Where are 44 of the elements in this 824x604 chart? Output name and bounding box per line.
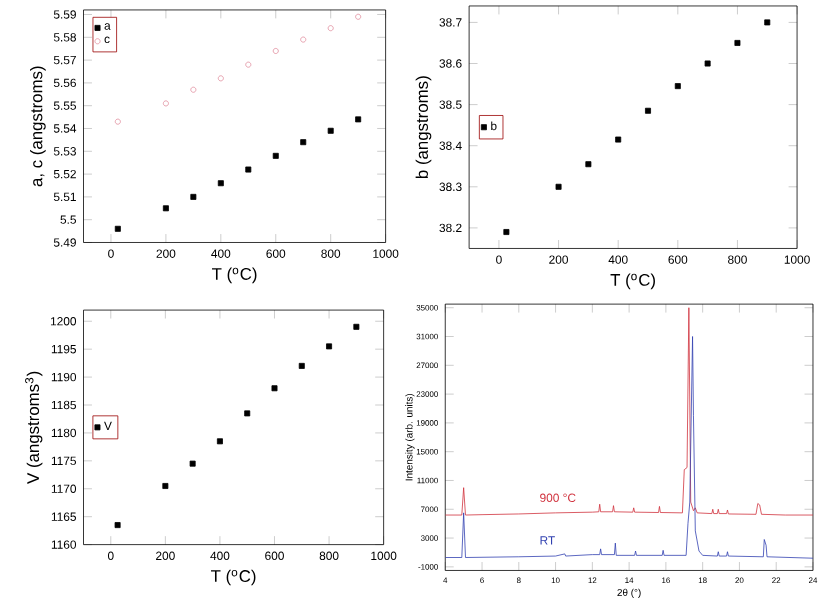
point — [162, 205, 169, 211]
point — [245, 166, 252, 173]
point — [217, 75, 224, 82]
point — [271, 385, 278, 391]
point — [555, 183, 562, 190]
point — [645, 107, 651, 114]
x-axis-title: T ($^{o}$C) — [212, 267, 257, 283]
line-series — [445, 307, 813, 516]
point — [326, 343, 333, 350]
x-axis-title: T ($^{o}$C) — [610, 273, 655, 289]
x-axis-title: T ($^{o}$C) — [211, 569, 256, 586]
line-series — [445, 335, 813, 559]
point — [162, 100, 169, 107]
y-axis-title: b (angstroms) — [415, 76, 432, 178]
point — [355, 116, 362, 123]
point — [300, 138, 307, 145]
point — [217, 179, 224, 186]
point — [190, 86, 197, 93]
point — [353, 323, 360, 330]
point — [327, 127, 334, 134]
point — [272, 152, 279, 159]
point — [704, 60, 711, 67]
point — [189, 460, 196, 467]
point — [162, 482, 169, 489]
point — [734, 39, 741, 46]
point — [244, 410, 251, 417]
point — [114, 521, 121, 528]
y-axis-title: a, c (angstroms) — [30, 66, 46, 187]
point — [585, 160, 592, 167]
point — [355, 13, 362, 20]
point — [272, 47, 279, 54]
point — [190, 193, 197, 200]
y-axis-title: V (angstroms$^{3}$) — [25, 371, 43, 484]
point — [298, 362, 305, 369]
point — [216, 438, 223, 444]
point — [674, 82, 681, 89]
point — [300, 36, 307, 43]
point — [114, 225, 121, 232]
point — [615, 136, 622, 143]
point — [327, 24, 334, 31]
point — [503, 228, 510, 235]
point — [114, 118, 121, 125]
point — [764, 19, 771, 26]
point — [245, 61, 252, 68]
